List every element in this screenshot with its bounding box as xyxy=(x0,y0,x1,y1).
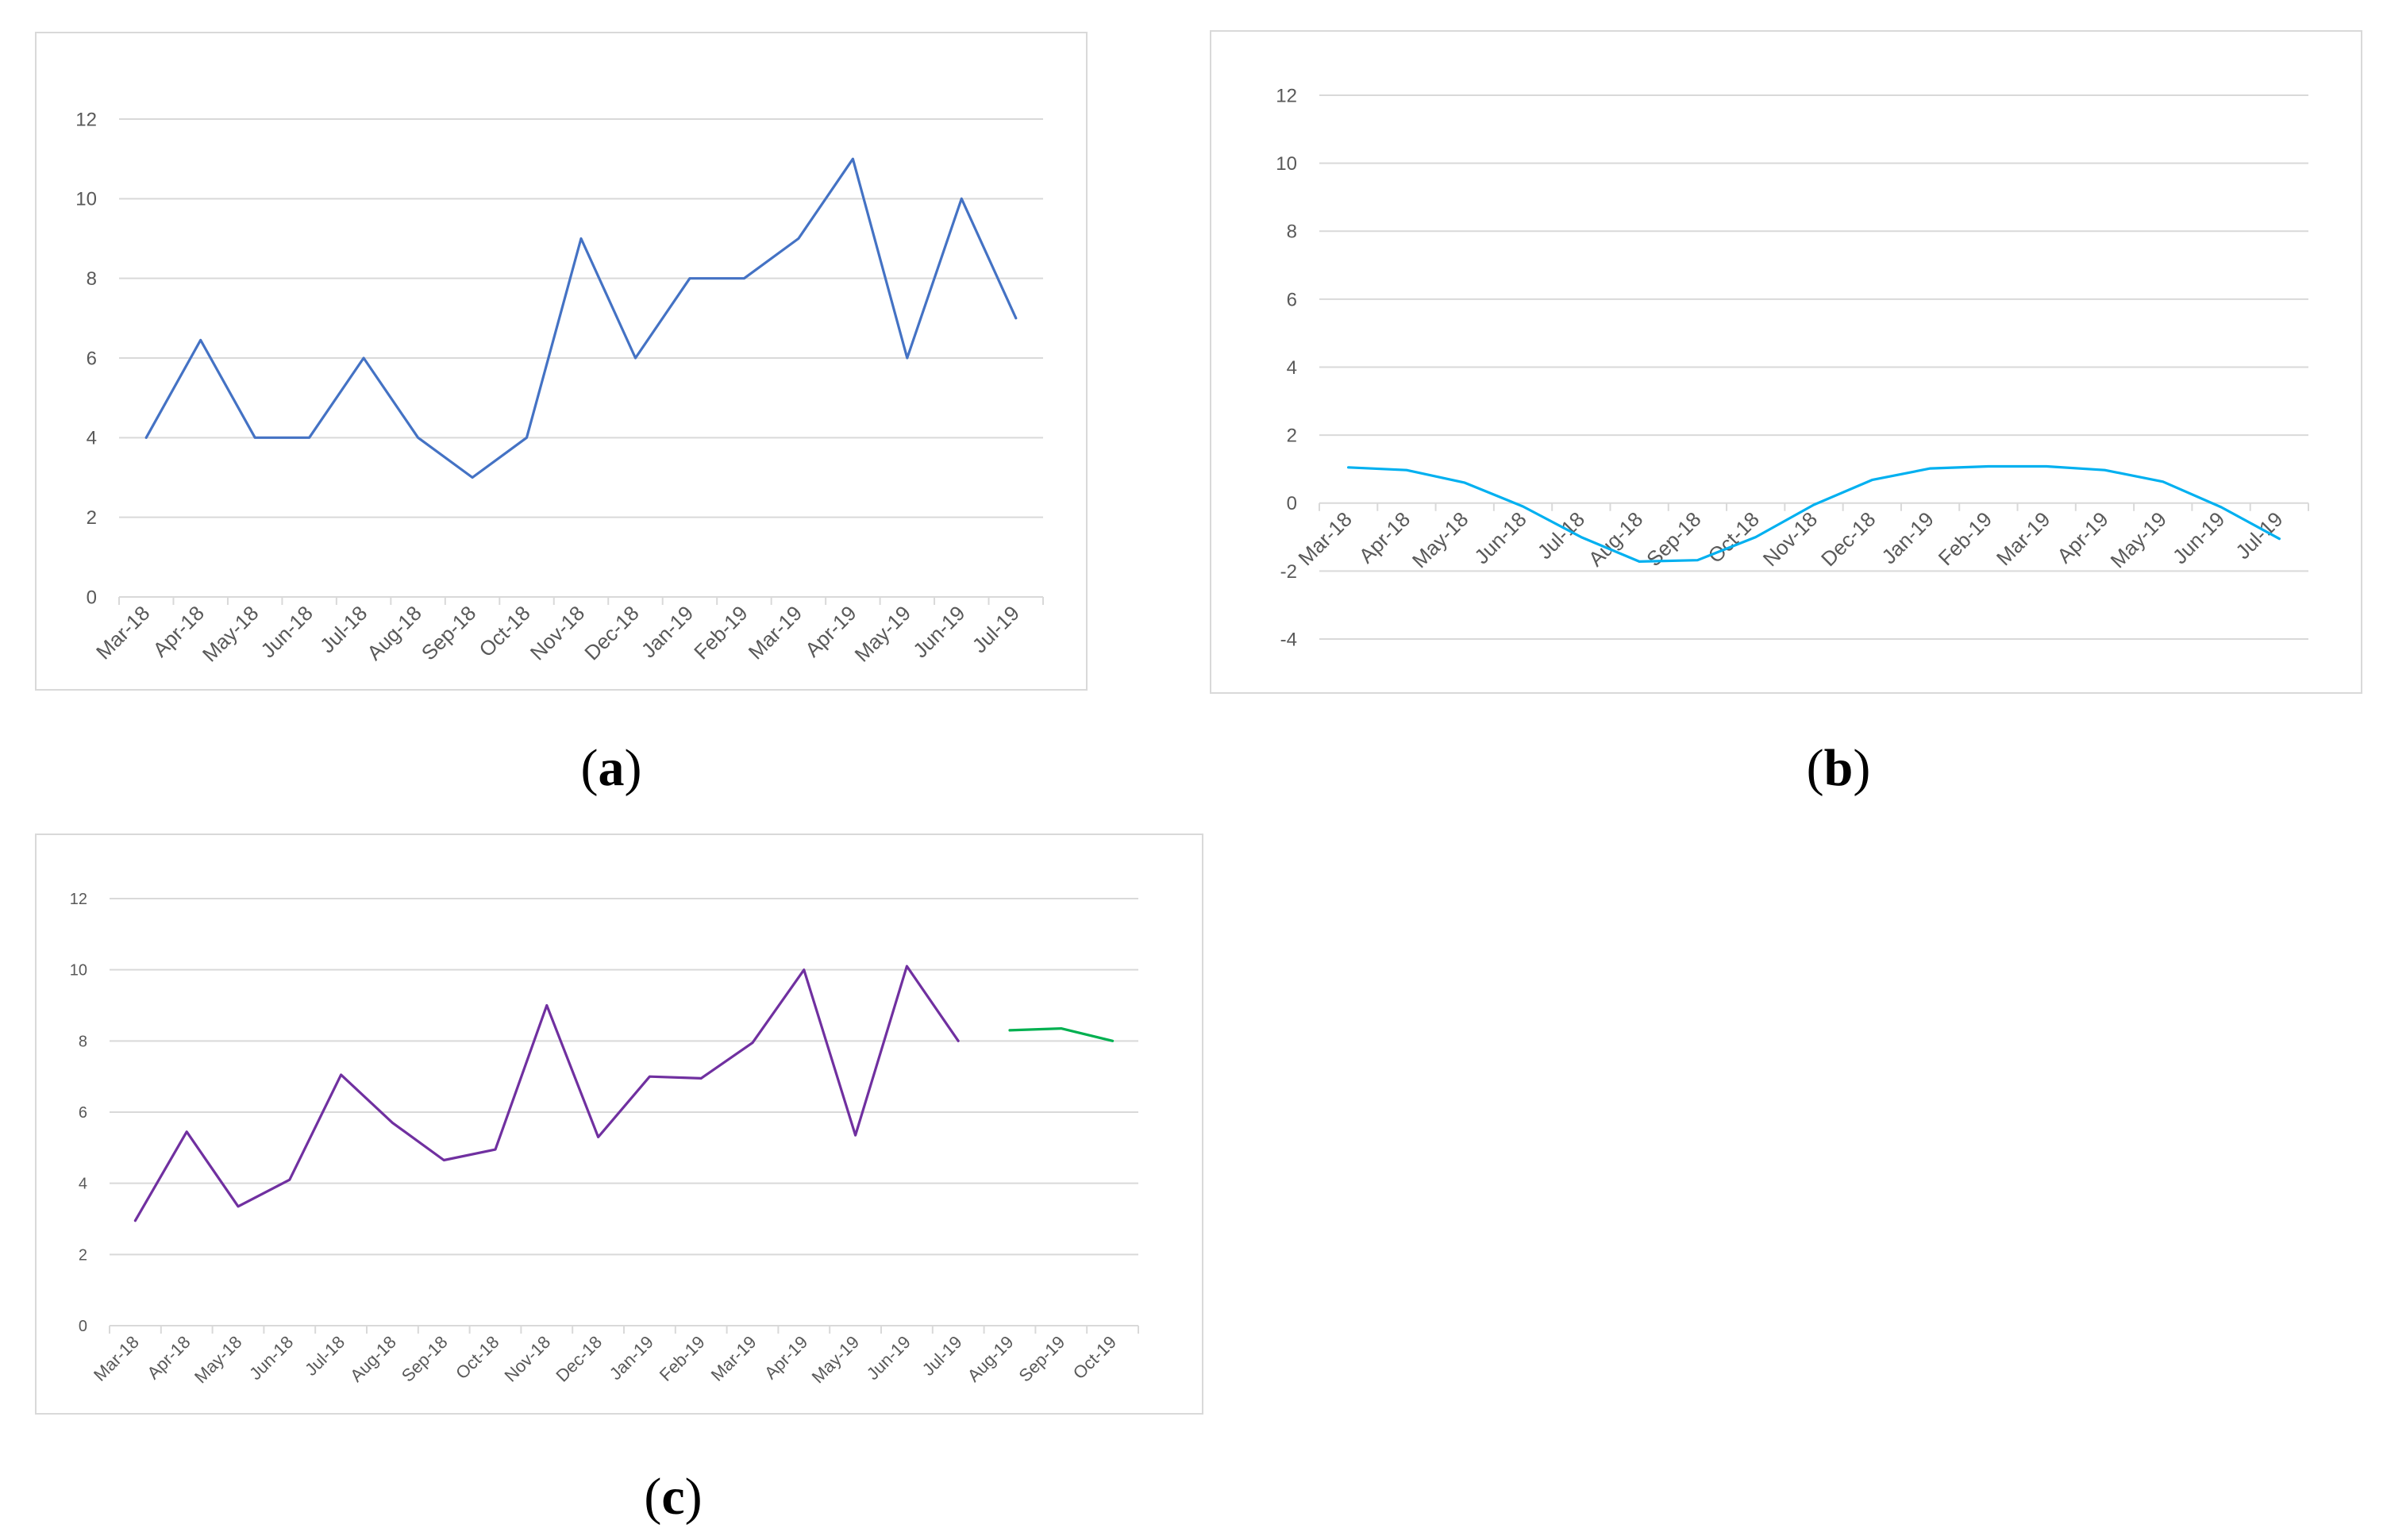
x-tick-label: Jun-18 xyxy=(1469,507,1530,568)
caption-b: (b) xyxy=(1806,739,1871,797)
x-tick-label: May-19 xyxy=(808,1332,864,1388)
y-tick-label: 6 xyxy=(1287,289,1297,310)
x-tick-label: Mar-19 xyxy=(744,601,807,664)
x-tick-label: Mar-19 xyxy=(1992,507,2054,570)
x-tick-label: Apr-19 xyxy=(760,1332,811,1383)
x-tick-label: Mar-18 xyxy=(90,1332,143,1385)
x-tick-label: Oct-19 xyxy=(1069,1332,1120,1383)
y-tick-label: 8 xyxy=(79,1033,87,1050)
y-tick-label: 4 xyxy=(79,1176,87,1193)
caption-c: (c) xyxy=(644,1468,703,1526)
y-tick-label: 12 xyxy=(1276,85,1297,106)
x-tick-label: Apr-19 xyxy=(2052,507,2112,568)
x-tick-label: Dec-18 xyxy=(552,1332,606,1386)
y-tick-label: 12 xyxy=(75,109,97,130)
x-tick-label: Jun-18 xyxy=(245,1332,297,1384)
y-tick-label: 0 xyxy=(87,587,97,608)
x-tick-label: May-18 xyxy=(198,601,264,667)
x-tick-label: Jan-19 xyxy=(606,1332,657,1384)
x-tick-label: Jan-19 xyxy=(637,601,698,662)
x-tick-label: May-19 xyxy=(2105,507,2171,573)
y-tick-label: -2 xyxy=(1280,561,1297,583)
y-tick-label: 12 xyxy=(70,891,87,908)
y-tick-label: 6 xyxy=(87,348,97,369)
caption-b-letter: b xyxy=(1823,739,1854,797)
x-tick-label: Oct-18 xyxy=(452,1332,502,1383)
x-tick-label: Jan-19 xyxy=(1877,507,1938,568)
caption-c-letter: c xyxy=(661,1468,685,1526)
x-tick-label: Jun-19 xyxy=(908,601,969,662)
x-tick-label: Feb-19 xyxy=(689,601,752,664)
x-tick-label: Jun-19 xyxy=(863,1332,914,1384)
y-tick-label: 10 xyxy=(75,189,97,210)
x-tick-label: Sep-18 xyxy=(417,601,480,664)
y-tick-label: 0 xyxy=(1287,493,1297,514)
chart-a-svg: 024681012Mar-18Apr-18May-18Jun-18Jul-18A… xyxy=(75,109,1044,667)
x-tick-label: Jul-18 xyxy=(301,1332,348,1380)
x-tick-label: Jul-19 xyxy=(968,601,1024,657)
caption-a-letter: a xyxy=(598,739,625,797)
x-tick-label: Apr-18 xyxy=(143,1332,194,1383)
x-tick-label: May-18 xyxy=(1407,507,1473,573)
caption-a: (a) xyxy=(580,739,642,797)
y-tick-label: 8 xyxy=(1287,221,1297,243)
x-tick-label: Feb-19 xyxy=(1934,507,1996,570)
x-tick-label: Dec-18 xyxy=(579,601,643,664)
y-tick-label: 6 xyxy=(79,1104,87,1122)
x-tick-label: Mar-19 xyxy=(707,1332,760,1385)
x-tick-label: Aug-18 xyxy=(362,601,425,664)
chart-panel-c: 0 2 4 6 8 10 12 Mar-18 Apr-18 May-18 Jun-18 Jul-18 A… xyxy=(35,834,1203,1415)
series-line-1 xyxy=(1008,1027,1115,1042)
series-line-0 xyxy=(133,964,960,1222)
y-tick-label: 4 xyxy=(87,428,97,449)
x-tick-label: May-19 xyxy=(850,601,916,667)
x-tick-label: Aug-18 xyxy=(346,1332,400,1386)
y-tick-label: 2 xyxy=(1287,425,1297,447)
x-tick-label: Apr-18 xyxy=(1354,507,1415,568)
series-line-0 xyxy=(144,157,1018,479)
y-tick-label: -4 xyxy=(1280,629,1297,650)
x-tick-label: Aug-19 xyxy=(964,1332,1018,1386)
x-tick-label: Mar-18 xyxy=(91,601,154,664)
x-tick-label: May-18 xyxy=(191,1332,246,1388)
x-tick-label: Jul-19 xyxy=(918,1332,966,1380)
y-tick-label: 2 xyxy=(79,1246,87,1264)
y-tick-label: 10 xyxy=(70,962,87,980)
x-tick-label: Nov-18 xyxy=(501,1332,555,1386)
x-tick-label: Sep-18 xyxy=(398,1332,452,1386)
y-tick-label: 2 xyxy=(87,507,97,529)
chart-panel-a: 0 2 4 6 8 10 12 Mar-18 Apr-18 May-18 Jun-18 Jul-18 A… xyxy=(35,32,1088,691)
y-tick-label: 10 xyxy=(1276,153,1297,175)
x-tick-label: Mar-18 xyxy=(1293,507,1356,570)
y-tick-label: 8 xyxy=(87,268,97,290)
chart-panel-b: -4 -2 0 2 4 6 8 10 12 Mar-18 Apr-18 May-18 Jun-18 Jul… xyxy=(1210,30,2362,694)
x-tick-label: Feb-19 xyxy=(656,1332,709,1385)
y-tick-label: 0 xyxy=(79,1318,87,1335)
x-tick-label: Jun-18 xyxy=(256,601,317,662)
x-tick-label: Nov-18 xyxy=(526,601,589,664)
x-tick-label: Oct-18 xyxy=(474,601,534,661)
x-tick-label: Dec-18 xyxy=(1816,507,1880,571)
x-tick-label: Jun-19 xyxy=(2168,507,2229,568)
x-tick-label: Sep-19 xyxy=(1014,1332,1068,1386)
x-tick-label: Jul-19 xyxy=(2231,507,2287,564)
y-tick-label: 4 xyxy=(1287,357,1297,379)
